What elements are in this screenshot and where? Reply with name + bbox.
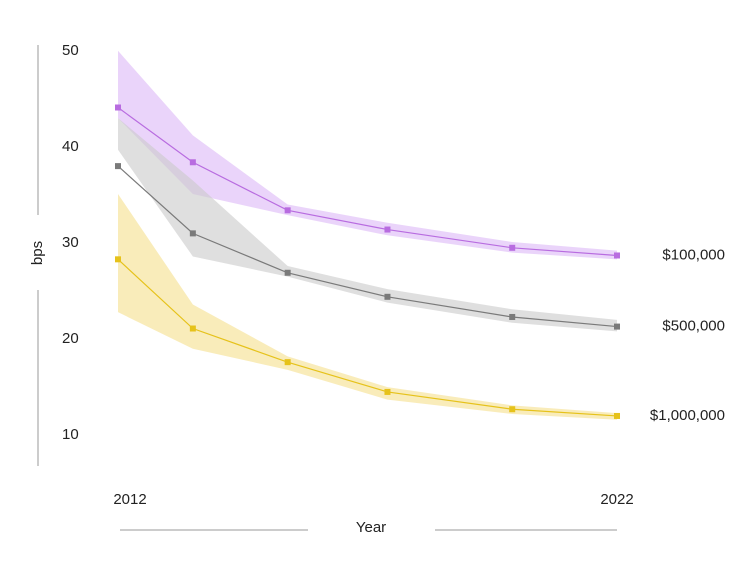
- marker: [189, 159, 196, 166]
- y-tick-label: 50: [62, 42, 79, 59]
- line: [117, 258, 618, 417]
- marker: [384, 226, 391, 233]
- line: [117, 107, 618, 257]
- marker: [509, 406, 516, 413]
- marker: [614, 252, 620, 259]
- x-axis-label: Year: [356, 519, 386, 536]
- y-tick-label: 10: [62, 426, 79, 443]
- marker: [115, 256, 121, 263]
- x-tick-label: 2012: [113, 491, 146, 508]
- confidence-band: [118, 50, 617, 260]
- marker: [614, 412, 620, 419]
- series-label: $100,000: [662, 246, 725, 263]
- marker: [284, 359, 291, 366]
- marker: [115, 104, 121, 111]
- line: [117, 165, 618, 328]
- marker: [284, 269, 291, 276]
- series-label: $1,000,000: [650, 407, 725, 424]
- y-tick-label: 20: [62, 330, 79, 347]
- marker: [384, 293, 391, 300]
- confidence-band: [118, 118, 617, 332]
- marker: [189, 230, 196, 237]
- x-tick-label: 2022: [600, 491, 633, 508]
- y-axis-label: bps: [29, 241, 46, 265]
- marker: [614, 323, 620, 330]
- y-tick-label: 30: [62, 234, 79, 251]
- y-tick-label: 40: [62, 138, 79, 155]
- marker: [284, 207, 291, 214]
- series-label: $500,000: [662, 318, 725, 335]
- marker: [115, 163, 121, 170]
- marker: [189, 325, 196, 332]
- marker: [509, 244, 516, 251]
- marker: [384, 388, 391, 395]
- marker: [509, 313, 516, 320]
